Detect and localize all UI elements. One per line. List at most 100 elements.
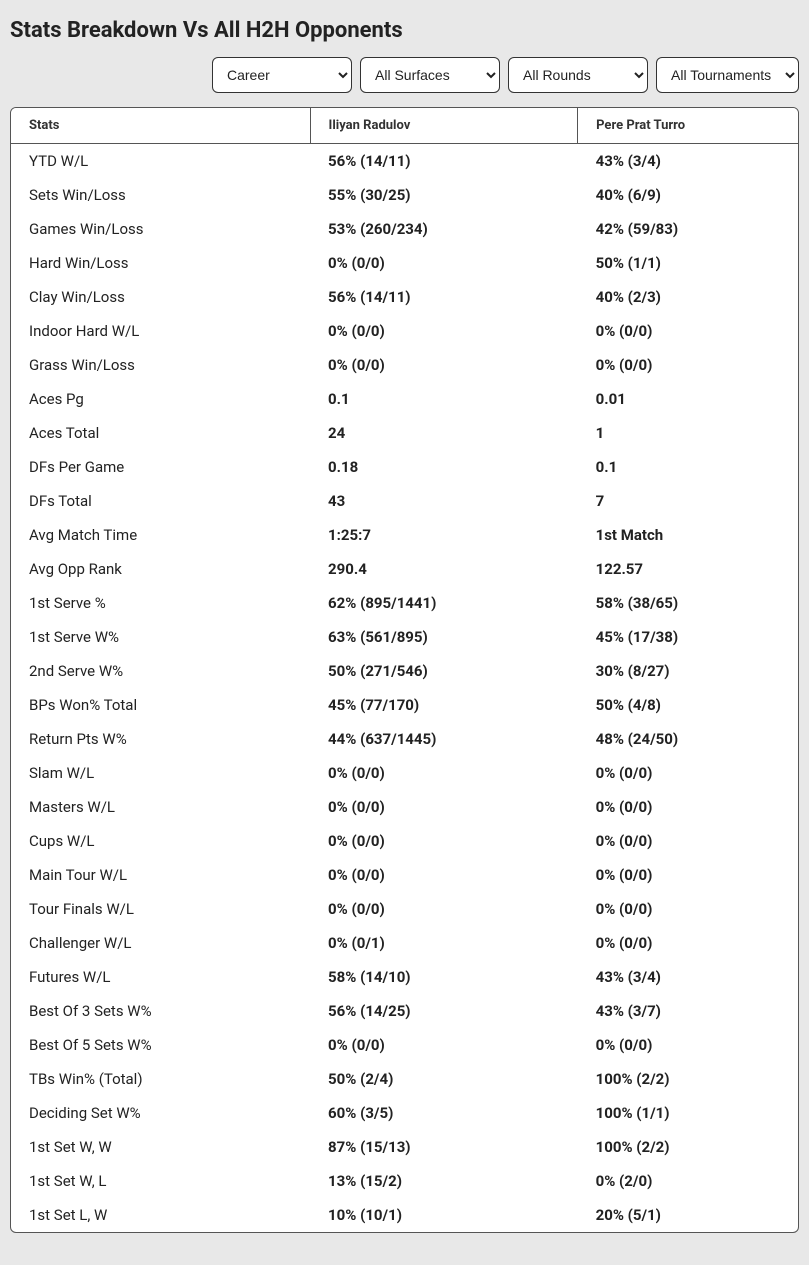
player2-value: 0% (0/0): [578, 926, 798, 960]
stat-label: Best Of 3 Sets W%: [11, 994, 310, 1028]
player1-value: 0% (0/0): [310, 756, 578, 790]
player2-value: 1: [578, 416, 798, 450]
stat-label: 1st Set W, W: [11, 1130, 310, 1164]
period-select[interactable]: Career: [212, 57, 352, 93]
table-header-row: Stats Iliyan Radulov Pere Prat Turro: [11, 108, 798, 144]
filter-bar: Career All Surfaces All Rounds All Tourn…: [10, 57, 799, 93]
col-header-player2: Pere Prat Turro: [578, 108, 798, 144]
player1-value: 0% (0/0): [310, 348, 578, 382]
table-row: Best Of 5 Sets W%0% (0/0)0% (0/0): [11, 1028, 798, 1062]
stat-label: Masters W/L: [11, 790, 310, 824]
tournament-select[interactable]: All Tournaments: [656, 57, 799, 93]
player1-value: 56% (14/11): [310, 144, 578, 179]
player1-value: 0% (0/0): [310, 246, 578, 280]
stat-label: TBs Win% (Total): [11, 1062, 310, 1096]
player1-value: 63% (561/895): [310, 620, 578, 654]
player1-value: 24: [310, 416, 578, 450]
table-row: Clay Win/Loss56% (14/11)40% (2/3): [11, 280, 798, 314]
stat-label: Challenger W/L: [11, 926, 310, 960]
player2-value: 45% (17/38): [578, 620, 798, 654]
player1-value: 58% (14/10): [310, 960, 578, 994]
table-row: Indoor Hard W/L0% (0/0)0% (0/0): [11, 314, 798, 348]
table-row: 1st Set L, W10% (10/1)20% (5/1): [11, 1198, 798, 1232]
player2-value: 42% (59/83): [578, 212, 798, 246]
stat-label: 1st Set W, L: [11, 1164, 310, 1198]
table-row: Avg Opp Rank290.4122.57: [11, 552, 798, 586]
stat-label: BPs Won% Total: [11, 688, 310, 722]
table-row: 1st Set W, L13% (15/2)0% (2/0): [11, 1164, 798, 1198]
table-row: TBs Win% (Total)50% (2/4)100% (2/2): [11, 1062, 798, 1096]
player2-value: 0.1: [578, 450, 798, 484]
player1-value: 0% (0/0): [310, 790, 578, 824]
table-row: Aces Pg0.10.01: [11, 382, 798, 416]
player2-value: 58% (38/65): [578, 586, 798, 620]
player1-value: 0% (0/1): [310, 926, 578, 960]
table-row: YTD W/L56% (14/11)43% (3/4): [11, 144, 798, 179]
player1-value: 55% (30/25): [310, 178, 578, 212]
table-row: Games Win/Loss53% (260/234)42% (59/83): [11, 212, 798, 246]
stat-label: 1st Serve W%: [11, 620, 310, 654]
table-row: Tour Finals W/L0% (0/0)0% (0/0): [11, 892, 798, 926]
player1-value: 87% (15/13): [310, 1130, 578, 1164]
player1-value: 50% (271/546): [310, 654, 578, 688]
player1-value: 0% (0/0): [310, 892, 578, 926]
stat-label: Futures W/L: [11, 960, 310, 994]
player1-value: 0% (0/0): [310, 1028, 578, 1062]
table-row: Sets Win/Loss55% (30/25)40% (6/9): [11, 178, 798, 212]
stat-label: Hard Win/Loss: [11, 246, 310, 280]
table-row: Avg Match Time1:25:71st Match: [11, 518, 798, 552]
stat-label: Grass Win/Loss: [11, 348, 310, 382]
table-row: Best Of 3 Sets W%56% (14/25)43% (3/7): [11, 994, 798, 1028]
player2-value: 43% (3/4): [578, 960, 798, 994]
table-row: Return Pts W%44% (637/1445)48% (24/50): [11, 722, 798, 756]
table-row: DFs Per Game0.180.1: [11, 450, 798, 484]
player1-value: 50% (2/4): [310, 1062, 578, 1096]
stat-label: Clay Win/Loss: [11, 280, 310, 314]
player1-value: 56% (14/25): [310, 994, 578, 1028]
player2-value: 43% (3/7): [578, 994, 798, 1028]
stat-label: Games Win/Loss: [11, 212, 310, 246]
player2-value: 40% (2/3): [578, 280, 798, 314]
table-row: Grass Win/Loss0% (0/0)0% (0/0): [11, 348, 798, 382]
stat-label: 1st Set L, W: [11, 1198, 310, 1232]
table-row: Challenger W/L0% (0/1)0% (0/0): [11, 926, 798, 960]
stats-table-container: Stats Iliyan Radulov Pere Prat Turro YTD…: [10, 107, 799, 1233]
stat-label: Tour Finals W/L: [11, 892, 310, 926]
player1-value: 0% (0/0): [310, 858, 578, 892]
stat-label: 2nd Serve W%: [11, 654, 310, 688]
table-row: Futures W/L58% (14/10)43% (3/4): [11, 960, 798, 994]
player1-value: 43: [310, 484, 578, 518]
stat-label: Indoor Hard W/L: [11, 314, 310, 348]
player2-value: 0.01: [578, 382, 798, 416]
player2-value: 30% (8/27): [578, 654, 798, 688]
stat-label: Aces Total: [11, 416, 310, 450]
player2-value: 48% (24/50): [578, 722, 798, 756]
stat-label: Aces Pg: [11, 382, 310, 416]
player2-value: 40% (6/9): [578, 178, 798, 212]
stat-label: Return Pts W%: [11, 722, 310, 756]
table-row: Deciding Set W%60% (3/5)100% (1/1): [11, 1096, 798, 1130]
stats-table: Stats Iliyan Radulov Pere Prat Turro YTD…: [11, 108, 798, 1232]
player1-value: 45% (77/170): [310, 688, 578, 722]
player1-value: 0% (0/0): [310, 824, 578, 858]
table-row: 2nd Serve W%50% (271/546)30% (8/27): [11, 654, 798, 688]
player2-value: 43% (3/4): [578, 144, 798, 179]
table-row: 1st Serve W%63% (561/895)45% (17/38): [11, 620, 798, 654]
table-row: BPs Won% Total45% (77/170)50% (4/8): [11, 688, 798, 722]
stat-label: Avg Match Time: [11, 518, 310, 552]
col-header-stats: Stats: [11, 108, 310, 144]
round-select[interactable]: All Rounds: [508, 57, 648, 93]
stat-label: DFs Per Game: [11, 450, 310, 484]
player1-value: 1:25:7: [310, 518, 578, 552]
player1-value: 56% (14/11): [310, 280, 578, 314]
player2-value: 100% (2/2): [578, 1062, 798, 1096]
player1-value: 0.1: [310, 382, 578, 416]
player2-value: 7: [578, 484, 798, 518]
player2-value: 0% (0/0): [578, 314, 798, 348]
surface-select[interactable]: All Surfaces: [360, 57, 500, 93]
player2-value: 0% (0/0): [578, 824, 798, 858]
stat-label: Avg Opp Rank: [11, 552, 310, 586]
player2-value: 50% (1/1): [578, 246, 798, 280]
player1-value: 0% (0/0): [310, 314, 578, 348]
player1-value: 10% (10/1): [310, 1198, 578, 1232]
